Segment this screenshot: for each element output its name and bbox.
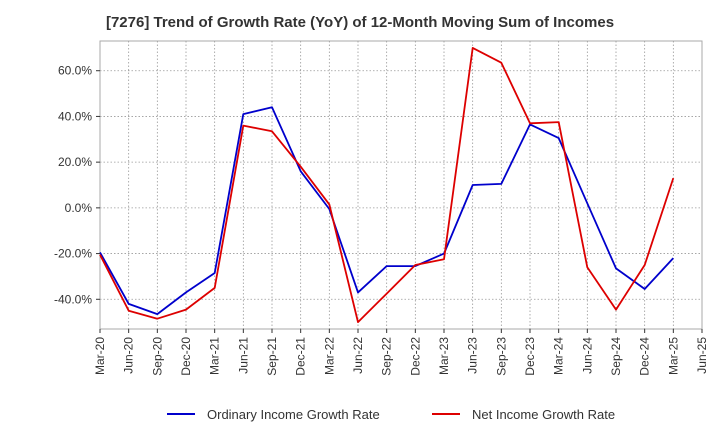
x-tick-label: Sep-20	[150, 337, 164, 376]
x-tick-label: Sep-21	[265, 337, 279, 376]
x-tick-label: Mar-21	[208, 337, 222, 375]
x-tick-label: Jun-21	[236, 337, 250, 374]
y-tick-label: -20.0%	[54, 247, 92, 261]
y-tick-label: 60.0%	[58, 64, 92, 78]
series-line-1	[99, 106, 674, 316]
x-tick-label: Mar-24	[552, 337, 566, 375]
x-tick-label: Dec-20	[179, 337, 193, 376]
x-tick-label: Dec-21	[294, 337, 308, 376]
x-tick-label: Mar-23	[437, 337, 451, 375]
y-axis-ticks: -40.0% -20.0% 0.0% 20.0% 40.0% 60.0%	[54, 64, 100, 306]
x-tick-label: Dec-24	[638, 337, 652, 376]
x-tick-label: Mar-20	[93, 337, 107, 375]
x-tick-label: Mar-25	[666, 337, 680, 375]
x-tick-label: Jun-24	[580, 337, 594, 374]
chart-title: [7276] Trend of Growth Rate (YoY) of 12-…	[105, 14, 615, 31]
x-tick-label: Sep-24	[609, 337, 623, 376]
plot-area	[99, 40, 703, 330]
legend: Ordinary Income Growth Rate Net Income Gr…	[167, 407, 615, 422]
x-tick-label: Sep-23	[494, 337, 508, 376]
legend-label-1: Ordinary Income Growth Rate	[207, 407, 380, 422]
x-tick-label: Mar-22	[322, 337, 336, 375]
y-tick-label: 0.0%	[65, 201, 93, 215]
grid-lines	[100, 41, 702, 329]
series-lines	[99, 47, 675, 324]
series-line-2	[99, 47, 675, 324]
x-axis-ticks: Mar-20 Jun-20 Sep-20 Dec-20 Mar-21 Jun-21 Sep-…	[93, 329, 709, 376]
x-tick-label: Dec-22	[408, 337, 422, 376]
x-tick-label: Jun-22	[351, 337, 365, 374]
y-tick-label: 20.0%	[58, 155, 92, 169]
y-tick-label: -40.0%	[54, 292, 92, 306]
x-tick-label: Dec-23	[523, 337, 537, 376]
x-tick-label: Jun-23	[466, 337, 480, 374]
x-tick-label: Sep-22	[380, 337, 394, 376]
x-tick-label: Jun-20	[122, 337, 136, 374]
y-tick-label: 40.0%	[58, 109, 92, 123]
legend-label-2: Net Income Growth Rate	[472, 407, 615, 422]
x-tick-label: Jun-25	[695, 337, 709, 374]
